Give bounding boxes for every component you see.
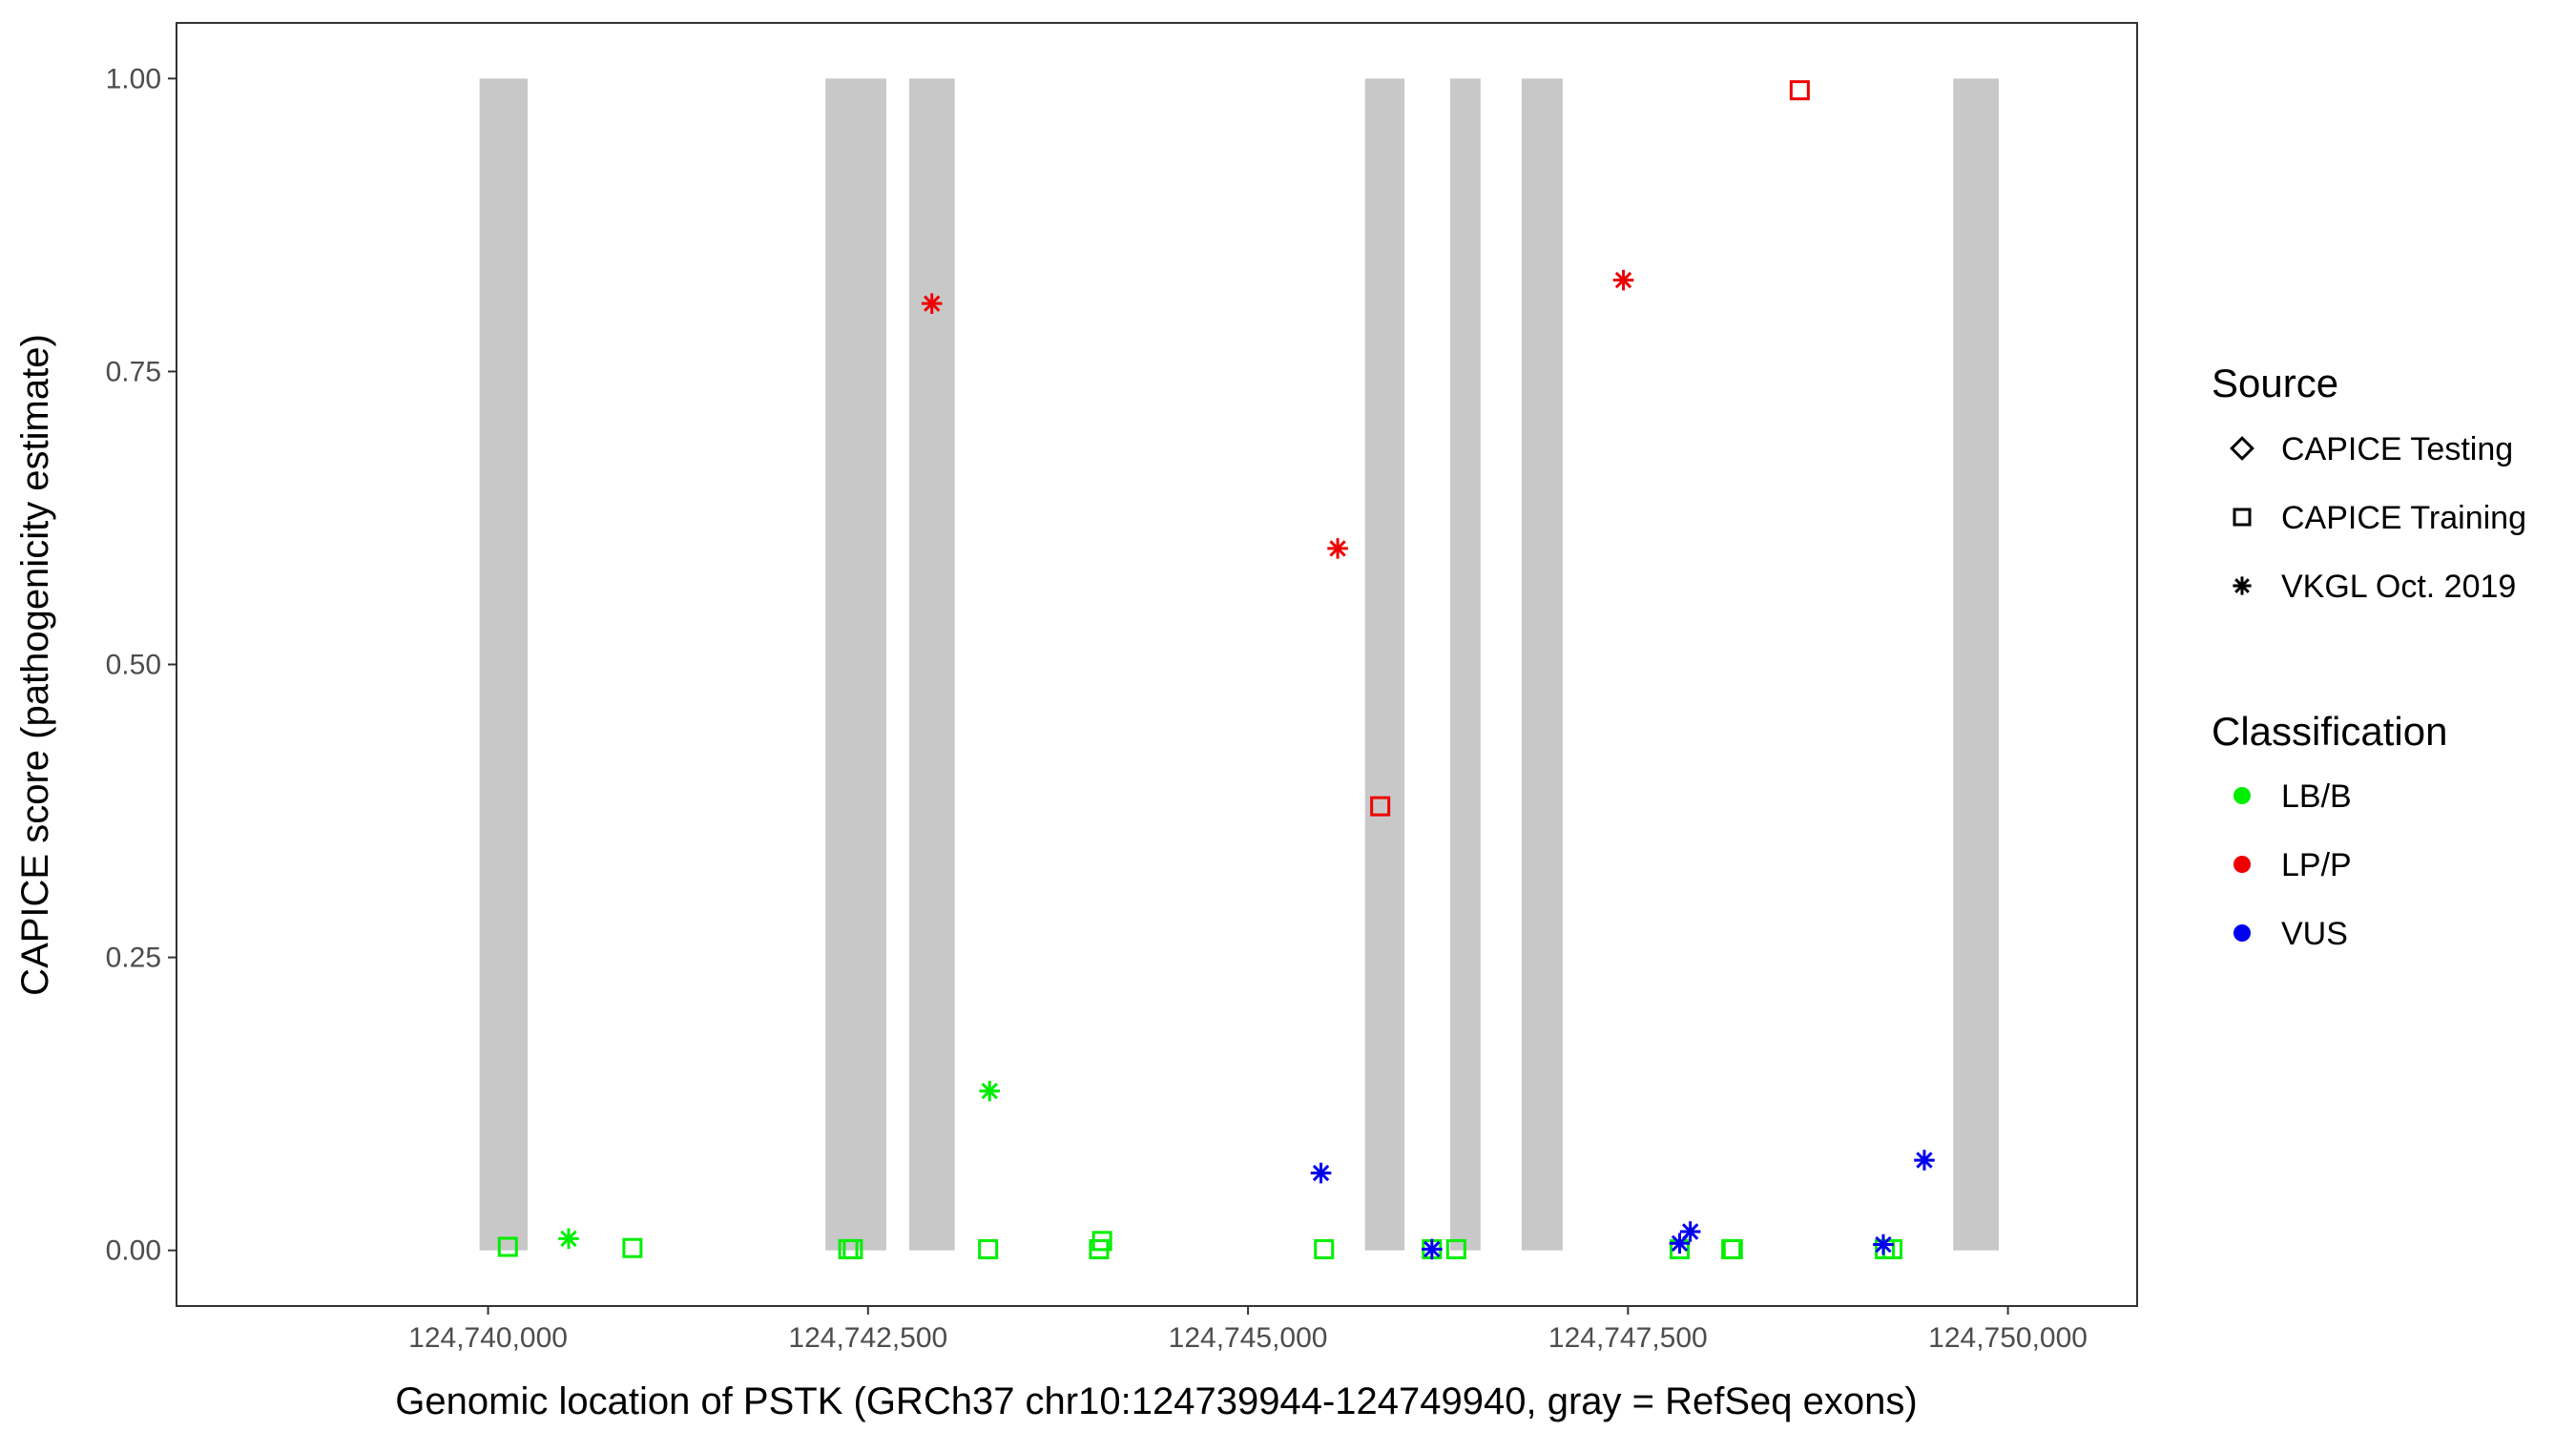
data-point-21 [1612, 269, 1634, 291]
data-point-25 [1669, 1233, 1691, 1255]
legend-label-class-2: LP/P [2281, 847, 2352, 883]
legend-key-square [2233, 508, 2252, 527]
y-tick-label-2: 0.25 [106, 943, 161, 974]
data-point-2 [558, 1228, 579, 1250]
exon-bar-2 [825, 78, 886, 1251]
exon-bar-7 [1953, 78, 2000, 1251]
data-point-24 [1422, 1238, 1443, 1260]
data-point-3 [622, 1237, 643, 1258]
data-point-1 [497, 1236, 518, 1257]
exon-bar-5 [1449, 78, 1481, 1251]
legend-label-class-3: VUS [2281, 916, 2348, 952]
legend-label-source-2: CAPICE Training [2281, 500, 2526, 536]
exon-bar-3 [908, 78, 955, 1251]
x-tick-label-1: 124,740,000 [408, 1322, 568, 1354]
data-point-19 [1327, 538, 1348, 559]
data-point-6 [978, 1238, 999, 1259]
exon-layer [479, 78, 2000, 1251]
x-tick-label-5: 124,750,000 [1928, 1322, 2088, 1354]
data-point-27 [1873, 1234, 1894, 1255]
y-axis-title: CAPICE score (pathogenicity estimate) [14, 334, 56, 996]
legend-key-dot-3 [2233, 924, 2251, 942]
y-tick-label-3: 0.50 [106, 650, 161, 681]
data-point-14 [1722, 1238, 1743, 1259]
legend-key-asterisk [2233, 576, 2252, 595]
legend: Source Classification CAPICE Testing CAPI… [2212, 361, 2526, 952]
x-axis-title: Genomic location of PSTK (GRCh37 chr10:1… [395, 1380, 1917, 1422]
y-tick-label-4: 0.75 [106, 356, 161, 387]
legend-title-classification: Classification [2212, 709, 2447, 754]
data-point-10 [1314, 1238, 1335, 1259]
data-point-22 [1789, 80, 1810, 101]
legend-label-class-1: LB/B [2281, 778, 2352, 815]
data-point-5 [842, 1238, 863, 1259]
legend-key-dot-2 [2233, 856, 2251, 873]
point-layer [497, 80, 1935, 1260]
data-point-28 [1914, 1150, 1935, 1171]
data-point-26 [1679, 1221, 1701, 1242]
exon-bar-6 [1521, 78, 1563, 1251]
data-point-18 [921, 293, 943, 314]
exon-bar-1 [479, 78, 528, 1251]
x-tick-label-3: 124,745,000 [1169, 1322, 1328, 1354]
data-point-9 [1091, 1231, 1112, 1252]
legend-label-source-1: CAPICE Testing [2281, 431, 2513, 467]
legend-label-source-3: VKGL Oct. 2019 [2281, 569, 2516, 605]
panel-border [176, 22, 2138, 1307]
exon-bar-4 [1364, 78, 1405, 1251]
y-tick-label-1: 0.00 [106, 1235, 161, 1267]
data-point-7 [979, 1080, 1001, 1102]
data-point-11 [1445, 1238, 1466, 1259]
axis-layer: 0.00 0.25 0.50 0.75 1.00 124,740,000 124,742,5… [106, 63, 2088, 1354]
data-point-23 [1310, 1162, 1332, 1184]
y-tick-label-5: 1.00 [106, 63, 161, 94]
legend-key-diamond [2230, 436, 2254, 461]
x-tick-label-4: 124,747,500 [1548, 1322, 1708, 1354]
x-tick-label-2: 124,742,500 [788, 1322, 947, 1354]
legend-title-source: Source [2212, 361, 2338, 405]
data-point-20 [1370, 796, 1391, 817]
legend-key-dot-1 [2233, 787, 2251, 804]
